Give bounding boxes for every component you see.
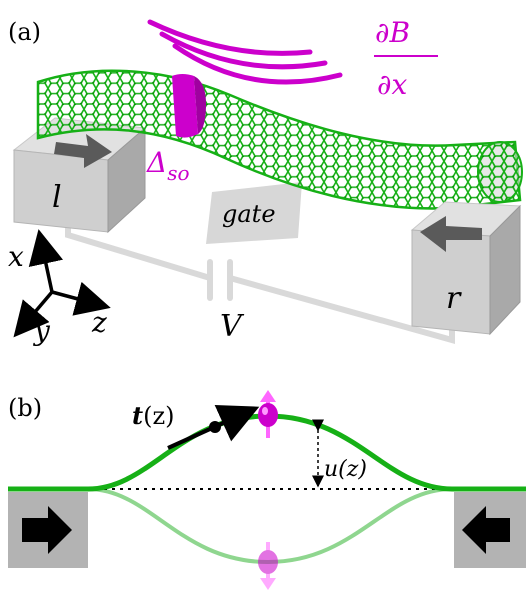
axis-z-label: z	[91, 306, 107, 339]
panel-b-label: (b)	[8, 394, 42, 422]
coordinate-axes	[13, 229, 111, 338]
lead-left-magnetization-arrow	[54, 134, 112, 168]
lead-right-magnetization-arrow	[420, 216, 482, 252]
spin-orbit-label: Δso	[146, 146, 190, 185]
gate-electrode: gate	[206, 182, 302, 244]
axis-z-arrow	[51, 281, 111, 316]
lead-right-b-arrow	[462, 506, 510, 554]
axis-x-arrow	[28, 229, 63, 293]
field-gradient-numerator: ∂B	[375, 16, 410, 49]
lead-right: r	[410, 201, 522, 336]
field-arc-1	[147, 19, 313, 56]
field-arcs	[147, 19, 343, 85]
axis-x-label: x	[8, 240, 24, 273]
carbon-nanotube	[36, 69, 523, 210]
lead-right-b	[454, 492, 526, 568]
field-gradient-denominator: ∂x	[377, 68, 407, 101]
displacement-label: u(z)	[324, 457, 367, 482]
lead-left-b-arrow	[22, 506, 72, 554]
lead-right-label: r	[446, 281, 462, 316]
lead-left-label: l	[52, 180, 62, 215]
spin-orbit-ring	[172, 74, 206, 138]
spin-upper	[258, 390, 278, 438]
voltage-label: V	[220, 309, 245, 344]
gate-label: gate	[222, 200, 276, 228]
lead-left: l	[12, 117, 147, 234]
axis-y-arrow	[13, 290, 54, 338]
lead-left-b	[8, 492, 88, 568]
panel-a-label: (a)	[8, 18, 41, 46]
tangent-label: t(z)	[132, 401, 174, 430]
axis-y-label: y	[32, 314, 51, 347]
spin-lower	[258, 542, 278, 590]
tangent-point	[209, 421, 221, 433]
